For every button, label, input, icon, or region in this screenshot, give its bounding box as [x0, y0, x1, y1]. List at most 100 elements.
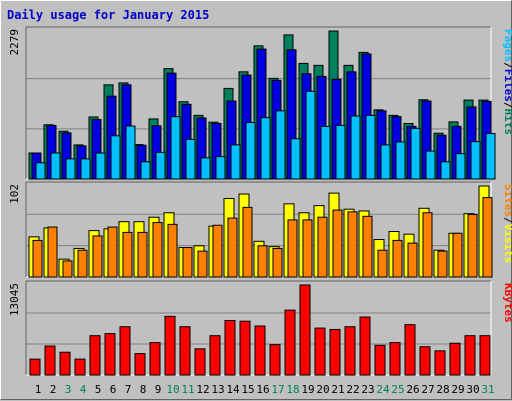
- day-label-24: 24: [376, 383, 390, 396]
- day-label-20: 20: [316, 383, 329, 396]
- bar-kbytes-day-30: [464, 335, 476, 376]
- legend-middle: Sites/Visits: [502, 184, 512, 264]
- bar-kbytes-day-25: [389, 342, 401, 376]
- day-label-23: 23: [361, 383, 374, 396]
- bar-sites-day-19: [302, 219, 313, 278]
- legend-bottom: KBytes: [502, 283, 512, 323]
- bar-pages-day-11: [185, 138, 196, 180]
- day-label-26: 26: [406, 383, 419, 396]
- bar-kbytes-day-3: [59, 351, 71, 376]
- bar-kbytes-day-29: [449, 342, 461, 376]
- bar-sites-day-7: [122, 231, 133, 278]
- bar-sites-day-12: [197, 250, 208, 278]
- bar-sites-day-27: [422, 212, 433, 278]
- bar-sites-day-22: [347, 211, 358, 278]
- bar-sites-day-1: [32, 239, 43, 278]
- day-label-6: 6: [110, 383, 117, 396]
- bar-pages-day-29: [455, 153, 466, 180]
- bar-pages-day-21: [335, 124, 346, 180]
- bar-kbytes-day-9: [149, 342, 161, 376]
- bar-pages-day-17: [275, 110, 286, 180]
- bar-kbytes-day-11: [179, 326, 191, 376]
- bar-sites-day-6: [107, 226, 118, 278]
- day-label-21: 21: [331, 383, 344, 396]
- bar-sites-day-23: [362, 215, 373, 278]
- bar-pages-day-6: [110, 135, 121, 180]
- bar-kbytes-day-6: [104, 333, 116, 376]
- bar-pages-day-28: [440, 161, 451, 180]
- max-label-top: 2279: [8, 29, 21, 56]
- bar-pages-day-16: [260, 117, 271, 180]
- bar-pages-day-15: [245, 122, 256, 180]
- day-label-5: 5: [95, 383, 102, 396]
- bar-sites-day-9: [152, 222, 163, 278]
- day-label-7: 7: [125, 383, 132, 396]
- bar-sites-day-31: [482, 197, 493, 278]
- day-label-10: 10: [166, 383, 179, 396]
- bar-pages-day-2: [50, 152, 61, 180]
- bar-sites-day-17: [272, 247, 283, 278]
- bar-kbytes-day-27: [419, 346, 431, 376]
- legend-separator: /: [502, 102, 512, 109]
- day-label-15: 15: [241, 383, 254, 396]
- bar-kbytes-day-26: [404, 324, 416, 376]
- day-label-25: 25: [391, 383, 404, 396]
- day-label-12: 12: [196, 383, 209, 396]
- bar-sites-day-4: [77, 249, 88, 278]
- day-label-2: 2: [50, 383, 57, 396]
- max-label-bottom: 13045: [8, 283, 21, 316]
- bar-kbytes-day-8: [134, 353, 146, 376]
- bar-pages-day-24: [380, 144, 391, 180]
- bar-pages-day-26: [410, 127, 421, 180]
- bar-kbytes-day-20: [314, 327, 326, 376]
- bar-pages-day-8: [140, 161, 151, 180]
- legend-separator: /: [502, 62, 512, 69]
- chart-title: Daily usage for January 2015: [7, 8, 210, 22]
- bar-sites-day-2: [47, 226, 58, 278]
- bar-kbytes-day-28: [434, 350, 446, 376]
- day-label-17: 17: [271, 383, 284, 396]
- bar-sites-day-25: [392, 239, 403, 278]
- legend-kbytes: KBytes: [502, 283, 512, 323]
- day-label-11: 11: [181, 383, 194, 396]
- max-label-middle: 102: [8, 184, 21, 204]
- day-label-16: 16: [256, 383, 269, 396]
- day-label-19: 19: [301, 383, 314, 396]
- bar-pages-day-10: [170, 116, 181, 180]
- bar-sites-day-20: [317, 216, 328, 278]
- bar-pages-day-3: [65, 158, 76, 180]
- bar-pages-day-4: [80, 158, 91, 180]
- legend-separator: /: [502, 217, 512, 224]
- bar-kbytes-day-17: [269, 344, 281, 376]
- day-label-27: 27: [421, 383, 434, 396]
- bar-kbytes-day-14: [224, 319, 236, 376]
- legend-sites: Sites: [502, 184, 512, 217]
- day-label-8: 8: [140, 383, 147, 396]
- day-label-3: 3: [65, 383, 72, 396]
- bar-sites-day-11: [182, 247, 193, 278]
- bar-sites-day-21: [332, 209, 343, 278]
- bar-pages-day-25: [395, 141, 406, 180]
- bar-pages-day-12: [200, 157, 211, 180]
- legend-hits: Hits: [502, 109, 512, 136]
- bar-kbytes-day-19: [299, 284, 311, 376]
- bar-pages-day-13: [215, 156, 226, 180]
- bar-kbytes-day-7: [119, 326, 131, 376]
- series-pages: [35, 90, 496, 180]
- day-label-31: 31: [481, 383, 494, 396]
- bar-pages-day-1: [35, 162, 46, 180]
- bar-sites-day-5: [92, 235, 103, 278]
- legend-files: Files: [502, 69, 512, 102]
- bar-sites-day-29: [452, 232, 463, 278]
- bar-pages-day-27: [425, 150, 436, 180]
- bar-sites-day-14: [227, 217, 238, 278]
- bar-kbytes-day-4: [74, 358, 86, 376]
- day-label-29: 29: [451, 383, 464, 396]
- bar-sites-day-10: [167, 223, 178, 278]
- legend-top: Pages/Files/Hits: [502, 29, 512, 135]
- bar-pages-day-31: [485, 133, 496, 180]
- day-label-9: 9: [155, 383, 162, 396]
- bar-pages-day-18: [290, 138, 301, 180]
- day-label-28: 28: [436, 383, 449, 396]
